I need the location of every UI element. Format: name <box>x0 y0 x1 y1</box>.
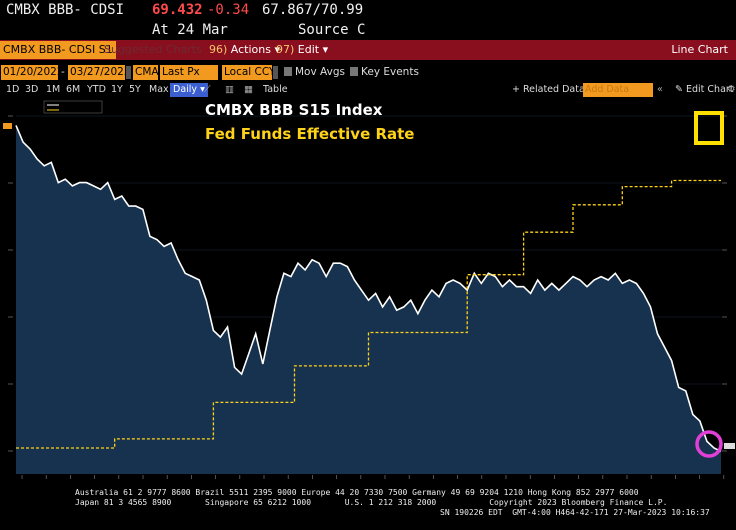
line-chart <box>3 100 735 479</box>
chart-type-label: Line Chart <box>671 43 728 56</box>
currency-field[interactable]: Local CCY <box>222 65 276 80</box>
ticker-label: CMBX BBB- CDSI <box>6 2 125 18</box>
price-range: 67.867/70.99 <box>262 2 364 18</box>
period-max[interactable]: Max <box>149 84 169 95</box>
related-data-label: + Related Data <box>512 84 585 95</box>
date-separator: - <box>61 66 65 78</box>
price-source: Source C <box>298 22 366 38</box>
mini-legend-box <box>43 100 103 114</box>
calendar-icon[interactable] <box>126 66 131 79</box>
dropdown-arrow-icon: ▾ <box>274 43 281 56</box>
footer-phone-line-1: Australia 61 2 9777 8600 Brazil 5511 239… <box>75 488 639 497</box>
right-axis-last-marker <box>724 443 735 449</box>
line-style-icon[interactable]: ⟋ <box>204 84 211 95</box>
interval-select[interactable]: Daily ▾ <box>170 83 208 97</box>
price-type-field[interactable]: Last Px <box>160 65 218 80</box>
edit-label: Edit <box>297 43 320 56</box>
chart-settings-bar: 01/20/2022 - 03/27/2023 CMAN Last Px Loc… <box>0 63 736 82</box>
table-icon[interactable]: ▦ <box>244 84 253 95</box>
price-change: -0.34 <box>207 2 250 18</box>
checkbox-icon <box>350 67 358 76</box>
legend-title-fed-funds: Fed Funds Effective Rate <box>205 125 415 143</box>
key-events-label: Key Events <box>361 66 419 78</box>
dropdown-arrow-icon: ▾ <box>322 43 329 56</box>
last-price: 69.432 <box>152 2 203 18</box>
pencil-icon: ✎ <box>675 84 683 95</box>
cmbx-highlight-circle <box>695 430 723 458</box>
price-date: At 24 Mar <box>152 22 228 38</box>
left-axis-ticks <box>8 115 13 452</box>
mov-avgs-label: Mov Avgs <box>295 66 345 78</box>
cmbx-series-line <box>15 125 722 453</box>
mov-avgs-button[interactable]: Mov Avgs <box>284 63 345 82</box>
table-button[interactable]: Table <box>263 84 288 95</box>
period-toolbar: 1D 3D 1M 6M YTD 1Y 5Y Max Daily ▾ ⟋ ▥ ▦ … <box>0 82 736 98</box>
left-axis-last-marker <box>3 123 12 129</box>
actions-menu[interactable]: 96) Actions ▾ <box>209 40 280 60</box>
period-1d[interactable]: 1D <box>6 84 20 95</box>
chart-area[interactable] <box>0 98 736 485</box>
period-1y[interactable]: 1Y <box>111 84 123 95</box>
security-subheader: At 24 Mar Source C <box>0 20 736 40</box>
period-5y[interactable]: 5Y <box>129 84 141 95</box>
x-axis-ticks <box>21 475 725 479</box>
start-date-field[interactable]: 01/20/2022 <box>1 65 64 80</box>
collapse-icon[interactable]: « <box>657 84 663 95</box>
edit-chart-button[interactable]: ✎ Edit Chart <box>675 82 734 98</box>
security-header: CMBX BBB- CDSI 69.432 -0.34 67.867/70.99 <box>0 0 736 21</box>
period-3d[interactable]: 3D <box>25 84 39 95</box>
edit-chart-label: Edit Chart <box>686 84 734 95</box>
edit-number: 97) <box>276 43 295 56</box>
bar-style-icon[interactable]: ▥ <box>225 84 234 95</box>
key-events-button[interactable]: Key Events <box>350 63 419 82</box>
end-date-field[interactable]: 03/27/2023 <box>68 65 131 80</box>
currency-dropdown-icon[interactable] <box>273 66 278 79</box>
period-1m[interactable]: 1M <box>46 84 61 95</box>
related-data-button[interactable]: + Related Data ▾ <box>512 82 593 98</box>
footer: Australia 61 2 9777 8600 Brazil 5511 239… <box>0 486 736 530</box>
fed-funds-highlight-box <box>694 111 724 145</box>
footer-session-line: SN 190226 EDT GMT-4:00 H464-42-171 27-Ma… <box>440 508 710 517</box>
period-6m[interactable]: 6M <box>66 84 81 95</box>
cman-field[interactable]: CMAN <box>133 65 167 80</box>
legend-title-cmbx: CMBX BBB S15 Index <box>205 101 383 119</box>
suggested-charts-menu[interactable]: Suggested Charts <box>104 43 202 56</box>
checkbox-icon <box>284 67 292 76</box>
interval-label: Daily <box>173 84 198 95</box>
actions-label: Actions <box>230 43 271 56</box>
edit-menu[interactable]: 97) Edit ▾ <box>276 40 328 60</box>
security-field[interactable]: CMBX BBB- CDSI S1 <box>0 41 116 59</box>
actions-number: 96) <box>209 43 228 56</box>
period-ytd[interactable]: YTD <box>87 84 106 95</box>
fed-funds-series-line <box>16 179 721 449</box>
cmbx-series-area <box>16 125 721 475</box>
right-axis-ticks <box>722 115 727 452</box>
add-data-input[interactable]: Add Data <box>583 83 653 97</box>
footer-phone-line-2: Japan 81 3 4565 8900 Singapore 65 6212 1… <box>75 498 668 507</box>
function-menu-bar: CMBX BBB- CDSI S1 Suggested Charts 96) A… <box>0 40 736 60</box>
settings-gear-icon[interactable]: ⚙ <box>727 84 736 95</box>
